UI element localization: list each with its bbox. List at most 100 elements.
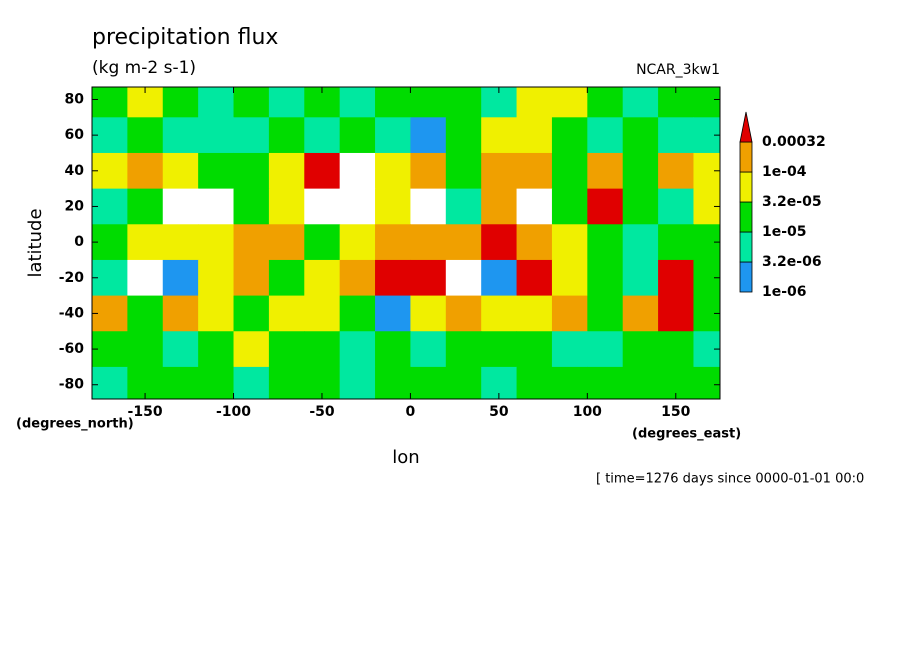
- contour-cell: [339, 259, 376, 297]
- contour-cell: [127, 295, 164, 332]
- contour-cell: [481, 117, 518, 154]
- contour-cell: [622, 295, 659, 332]
- colorbar-box: [739, 171, 753, 203]
- contour-cell: [622, 87, 659, 118]
- contour-cell: [516, 152, 553, 190]
- contour-cell: [375, 152, 411, 190]
- x-tick-label: -150: [128, 404, 163, 420]
- contour-cell: [162, 366, 199, 399]
- x-tick-label: 0: [406, 404, 416, 420]
- contour-cell: [481, 295, 518, 332]
- y-tick-label: -80: [59, 377, 85, 393]
- contour-cell: [339, 87, 376, 118]
- contour-cell: [410, 87, 447, 118]
- contour-cell: [304, 152, 341, 190]
- contour-cell: [162, 259, 199, 297]
- contour-cell: [587, 331, 624, 368]
- y-tick-label: -20: [59, 270, 85, 286]
- contour-cell: [410, 117, 447, 154]
- contour-cell: [198, 366, 235, 399]
- chart-title: precipitation flux: [92, 25, 278, 50]
- contour-cell: [587, 188, 624, 225]
- contour-cell: [481, 188, 518, 225]
- contour-cell: [410, 295, 447, 332]
- contour-cell: [233, 366, 270, 399]
- contour-cell: [127, 224, 164, 261]
- colorbar-box: [739, 231, 753, 263]
- contour-cell: [551, 87, 588, 118]
- colorbar-label: 1e-04: [762, 164, 807, 180]
- contour-cell: [268, 117, 305, 154]
- contour-cell: [410, 259, 447, 297]
- x-tick-label: 100: [573, 404, 602, 420]
- contour-cell: [693, 188, 720, 225]
- contour-cell: [410, 331, 447, 368]
- contour-cell: [375, 259, 411, 297]
- contour-cell: [92, 87, 128, 118]
- contour-cell: [304, 295, 341, 332]
- y-tick-label: 0: [74, 234, 84, 250]
- contour-cell: [587, 366, 624, 399]
- contour-cell: [516, 188, 553, 225]
- contour-cell: [375, 366, 411, 399]
- contour-cell: [268, 331, 305, 368]
- contour-cell: [233, 188, 270, 225]
- contour-cell: [516, 295, 553, 332]
- contour-cell: [198, 87, 235, 118]
- contour-cell: [693, 295, 720, 332]
- contour-cell: [339, 331, 376, 368]
- contour-cell: [587, 152, 624, 190]
- contour-cell: [587, 224, 624, 261]
- contour-cell: [375, 117, 411, 154]
- colorbar: 1e-06 3.2e-06 1e-05 3.2e-05 1e-04 0.00032: [739, 111, 826, 300]
- contour-cell: [268, 366, 305, 399]
- contour-cell: [551, 259, 588, 297]
- contour-cell: [445, 224, 482, 261]
- contour-cell: [268, 152, 305, 190]
- footer-note: [ time=1276 days since 0000-01-01 00:0: [596, 472, 864, 487]
- contour-cell: [162, 295, 199, 332]
- contour-cell: [339, 366, 376, 399]
- x-units: (degrees_east): [632, 427, 741, 442]
- contour-cell: [162, 188, 199, 225]
- contour-cell: [339, 224, 376, 261]
- contour-cell: [304, 259, 341, 297]
- contour-cell: [127, 117, 164, 154]
- contour-cell: [162, 117, 199, 154]
- x-tick-label: -50: [309, 404, 335, 420]
- colorbar-box: [739, 261, 753, 293]
- contour-cell: [233, 224, 270, 261]
- contour-cell: [516, 331, 553, 368]
- contour-cell: [658, 224, 694, 261]
- contour-cell: [693, 224, 720, 261]
- contour-cell: [551, 117, 588, 154]
- contour-cell: [445, 295, 482, 332]
- contour-cell: [410, 366, 447, 399]
- y-tick-label: 80: [65, 91, 85, 107]
- y-tick-label: -40: [59, 305, 85, 321]
- y-tick-label: 60: [65, 127, 85, 143]
- contour-cell: [587, 259, 624, 297]
- chart-subtitle: (kg m-2 s-1): [92, 58, 196, 78]
- contour-cell: [587, 295, 624, 332]
- contour-cell: [693, 331, 720, 368]
- contour-cell: [127, 259, 164, 297]
- contour-cell: [339, 152, 376, 190]
- contour-cell: [198, 295, 235, 332]
- contour-cell: [551, 188, 588, 225]
- contour-cell: [551, 366, 588, 399]
- contour-cell: [693, 259, 720, 297]
- contour-cell: [198, 259, 235, 297]
- contour-cell: [304, 224, 341, 261]
- contour-cell: [198, 224, 235, 261]
- contour-cell: [304, 331, 341, 368]
- contour-cell: [339, 117, 376, 154]
- x-tick-label: -100: [216, 404, 251, 420]
- contour-cell: [375, 331, 411, 368]
- contour-cell: [375, 224, 411, 261]
- contour-cell: [127, 331, 164, 368]
- contour-cell: [233, 331, 270, 368]
- contour-cell: [622, 224, 659, 261]
- contour-cell: [233, 152, 270, 190]
- contour-cell: [622, 366, 659, 399]
